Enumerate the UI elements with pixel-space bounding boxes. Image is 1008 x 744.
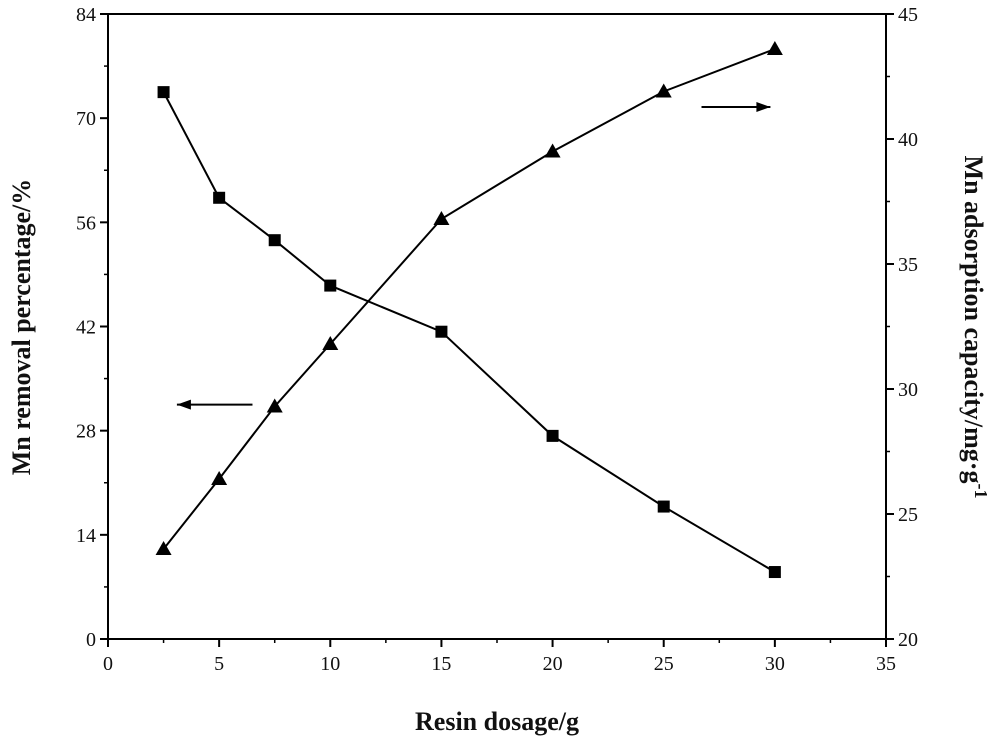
data-point-triangle	[211, 471, 228, 485]
data-point-triangle	[322, 336, 339, 350]
data-point-square	[768, 566, 781, 579]
data-point-triangle	[155, 541, 172, 555]
x-tick-label: 20	[543, 653, 563, 675]
y-right-tick-label: 25	[898, 504, 918, 526]
x-tick-label: 35	[876, 653, 896, 675]
y-right-tick-label: 40	[898, 129, 918, 151]
y-right-tick-label: 35	[898, 254, 918, 276]
y-left-tick-label: 28	[76, 421, 96, 443]
data-point-triangle	[655, 83, 672, 98]
y-right-axis-title: Mn adsorption capacity/mg·g-1	[959, 156, 991, 499]
x-tick-label: 30	[765, 653, 785, 675]
series-line-square	[162, 91, 776, 573]
data-point-square	[157, 86, 170, 99]
data-point-square	[657, 500, 670, 513]
y-right-axis-title-main: Mn adsorption capacity/mg·g	[959, 156, 988, 484]
data-point-square	[324, 279, 337, 292]
x-tick-label: 0	[103, 653, 113, 675]
y-left-tick-label: 0	[86, 629, 96, 651]
data-point-triangle	[766, 41, 783, 55]
data-point-square	[435, 325, 448, 338]
y-left-tick-label: 14	[76, 525, 96, 547]
series-line-triangle	[162, 48, 776, 550]
y-left-tick-label: 42	[76, 317, 96, 339]
y-left-tick-label: 84	[76, 4, 96, 26]
arrow-right-head	[756, 102, 771, 113]
series	[155, 41, 783, 579]
y-right-tick-label: 30	[898, 379, 918, 401]
data-point-square	[268, 234, 281, 247]
data-point-triangle	[544, 143, 561, 158]
y-right-tick-label: 20	[898, 629, 918, 651]
y-left-tick-label: 70	[76, 108, 96, 130]
ticks: 0 5 10 15 20 25 30 35 0 14 28 42 56 70 84 20 25 30 35 40 45	[76, 4, 918, 675]
y-left-tick-label: 56	[76, 212, 96, 234]
data-point-square	[546, 429, 559, 442]
x-tick-label: 25	[654, 653, 674, 675]
x-tick-label: 5	[214, 653, 224, 675]
x-tick-label: 10	[320, 653, 340, 675]
y-right-tick-label: 45	[898, 4, 918, 26]
arrow-left-head	[176, 399, 191, 410]
data-point-square	[213, 191, 226, 204]
annotations	[176, 102, 771, 410]
y-left-axis-title: Mn removal percentage/%	[7, 179, 36, 476]
x-tick-label: 15	[431, 653, 451, 675]
data-point-triangle	[433, 211, 450, 225]
data-point-triangle	[266, 398, 283, 413]
y-right-axis-title-superscript: -1	[971, 483, 991, 498]
x-axis-title: Resin dosage/g	[415, 707, 579, 736]
